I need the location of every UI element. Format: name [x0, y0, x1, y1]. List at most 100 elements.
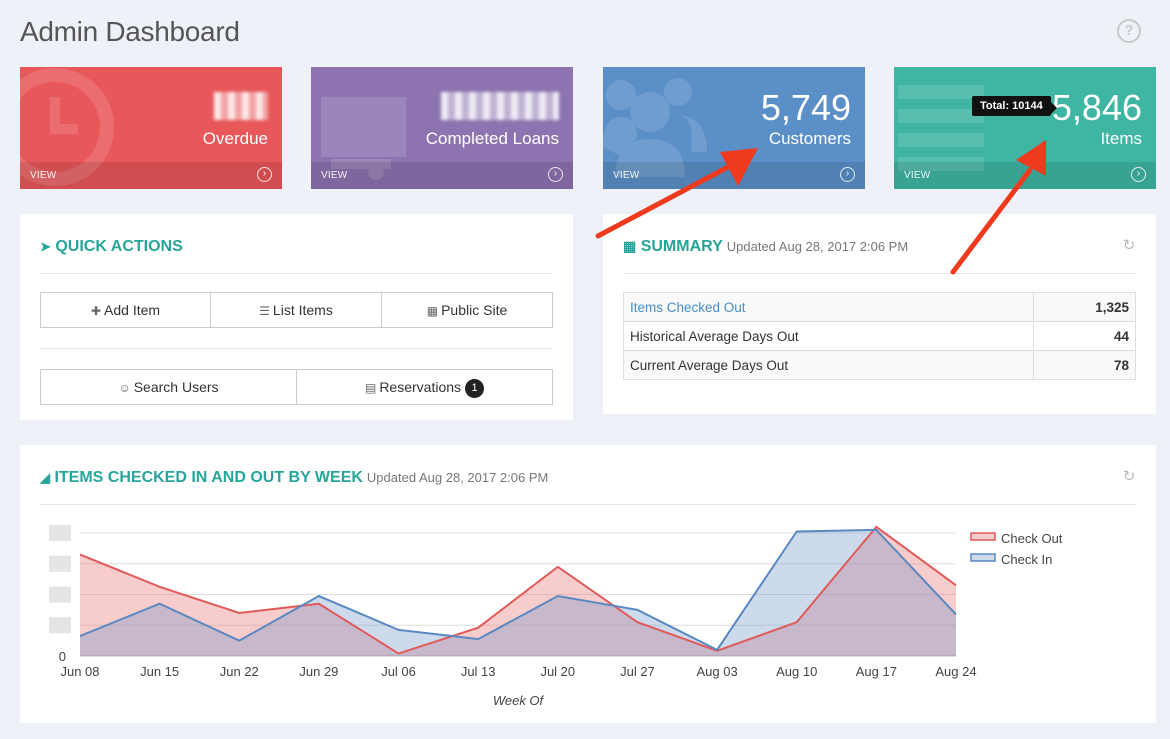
- clock-icon: [20, 68, 114, 186]
- legend-swatch: [970, 532, 996, 541]
- weekly-chart: 0 Jun 08 Jun 15 Jun 22 Jun 29 Jul 06 Jul 13 Ju…: [49, 525, 1063, 708]
- public-site-label: Public Site: [441, 302, 508, 318]
- x-axis-label: Week Of: [493, 693, 545, 708]
- arrow-right-circle-icon[interactable]: ›: [257, 167, 272, 182]
- y-tick-label-redacted: [49, 555, 71, 572]
- customers-card[interactable]: 5,749 Customers VIEW ›: [603, 67, 865, 189]
- chart-title: ◢ ITEMS CHECKED IN AND OUT BY WEEK Update…: [40, 469, 548, 487]
- items-card[interactable]: 5,846 Items VIEW ›: [894, 67, 1156, 189]
- overdue-footer[interactable]: VIEW ›: [20, 162, 282, 189]
- view-link[interactable]: VIEW: [613, 170, 640, 181]
- list-icon: ☰: [259, 304, 270, 318]
- table-row: Historical Average Days Out 44: [623, 321, 1136, 351]
- completed-loans-card[interactable]: Completed Loans VIEW ›: [311, 67, 573, 189]
- items-total-tooltip: Total: 10144: [972, 96, 1057, 116]
- plus-icon: ✚: [90, 304, 102, 318]
- chart-updated: Updated Aug 28, 2017 2:06 PM: [366, 470, 549, 485]
- divider: [40, 348, 553, 349]
- quick-actions-title-text: QUICK ACTIONS: [55, 238, 183, 255]
- divider: [40, 504, 1136, 505]
- refresh-icon[interactable]: ↻: [1122, 468, 1136, 485]
- summary-table: Items Checked Out 1,325 Historical Avera…: [623, 292, 1136, 380]
- desk-icon: [321, 97, 406, 180]
- search-users-label: Search Users: [133, 379, 219, 395]
- list-items-label: List Items: [272, 302, 333, 318]
- table-row: Items Checked Out 1,325: [623, 292, 1136, 322]
- area-chart-icon: ◢: [40, 470, 50, 485]
- x-tick-label: Aug 10: [776, 664, 817, 679]
- summary-value: 78: [1033, 350, 1136, 380]
- legend-label: Check Out: [1001, 531, 1063, 546]
- x-tick-label: Jun 15: [140, 664, 179, 679]
- overdue-value-redacted: [214, 87, 268, 129]
- summary-value: 44: [1033, 321, 1136, 351]
- y-tick-label-redacted: [49, 586, 71, 603]
- x-tick-label: Aug 24: [935, 664, 976, 679]
- loans-value-redacted: [441, 87, 559, 129]
- summary-updated: Updated Aug 28, 2017 2:06 PM: [726, 239, 909, 254]
- summary-label: Current Average Days Out: [623, 350, 1034, 380]
- rocket-icon: ➤: [40, 239, 51, 254]
- summary-title-text: SUMMARY: [640, 238, 723, 255]
- summary-panel: ▦ SUMMARY Updated Aug 28, 2017 2:06 PM ↻ …: [603, 214, 1156, 414]
- x-tick-label: Jul 06: [381, 664, 416, 679]
- view-link[interactable]: VIEW: [30, 170, 57, 181]
- reservations-badge: 1: [465, 379, 485, 398]
- summary-title: ▦ SUMMARY Updated Aug 28, 2017 2:06 PM: [623, 238, 908, 256]
- y-tick-label-redacted: [49, 617, 71, 634]
- grid-icon: ▦: [426, 304, 439, 318]
- arrow-right-circle-icon[interactable]: ›: [840, 167, 855, 182]
- loans-footer[interactable]: VIEW ›: [311, 162, 573, 189]
- x-tick-label: Aug 03: [696, 664, 737, 679]
- series-area: [80, 526, 956, 656]
- help-icon[interactable]: ?: [1117, 19, 1141, 43]
- summary-value: 1,325: [1033, 292, 1136, 322]
- customers-label: Customers: [768, 129, 851, 148]
- x-tick-label: Aug 17: [856, 664, 897, 679]
- calendar-icon: ▤: [364, 381, 377, 395]
- overdue-card[interactable]: Overdue VIEW ›: [20, 67, 282, 189]
- users-icon: ☺: [118, 381, 131, 395]
- search-users-button[interactable]: ☺ Search Users: [40, 369, 297, 405]
- quick-actions-title: ➤ QUICK ACTIONS: [40, 238, 183, 256]
- view-link[interactable]: VIEW: [904, 170, 931, 181]
- loans-label: Completed Loans: [425, 129, 559, 148]
- arrow-right-circle-icon[interactable]: ›: [548, 167, 563, 182]
- refresh-icon[interactable]: ↻: [1122, 237, 1136, 254]
- x-tick-label: Jul 20: [540, 664, 575, 679]
- items-footer[interactable]: VIEW ›: [894, 162, 1156, 189]
- quick-actions-panel: ➤ QUICK ACTIONS ✚ Add Item ☰ List Items ▦ P…: [20, 214, 573, 420]
- customers-value: 5,749: [760, 87, 851, 128]
- x-tick-label: Jun 22: [220, 664, 259, 679]
- series-line: [79, 528, 957, 652]
- add-item-label: Add Item: [104, 302, 161, 318]
- public-site-button[interactable]: ▦ Public Site: [381, 292, 553, 328]
- y-tick-label: 0: [59, 649, 66, 664]
- divider: [623, 273, 1136, 274]
- customers-footer[interactable]: VIEW ›: [603, 162, 865, 189]
- summary-label: Historical Average Days Out: [623, 321, 1034, 351]
- reservations-button[interactable]: ▤ Reservations 1: [296, 369, 553, 405]
- y-tick-label-redacted: [49, 525, 71, 541]
- x-tick-label: Jun 08: [60, 664, 99, 679]
- reservations-label: Reservations: [379, 379, 462, 395]
- divider: [40, 273, 553, 274]
- chart-title-text: ITEMS CHECKED IN AND OUT BY WEEK: [54, 469, 363, 486]
- calculator-icon: ▦: [623, 238, 637, 254]
- view-link[interactable]: VIEW: [321, 170, 348, 181]
- x-tick-label: Jul 13: [461, 664, 496, 679]
- summary-label[interactable]: Items Checked Out: [623, 292, 1034, 322]
- arrow-right-circle-icon[interactable]: ›: [1131, 167, 1146, 182]
- legend-swatch: [970, 553, 996, 562]
- list-items-button[interactable]: ☰ List Items: [210, 292, 382, 328]
- add-item-button[interactable]: ✚ Add Item: [40, 292, 211, 328]
- chart-panel: ◢ ITEMS CHECKED IN AND OUT BY WEEK Update…: [20, 445, 1156, 723]
- series-area: [80, 529, 956, 656]
- x-tick-label: Jul 27: [620, 664, 655, 679]
- list-icon: [898, 85, 984, 171]
- overdue-label: Overdue: [202, 129, 268, 148]
- x-tick-label: Jun 29: [299, 664, 338, 679]
- series-line: [79, 525, 957, 655]
- legend-label: Check In: [1001, 552, 1052, 567]
- page-title: Admin Dashboard: [20, 16, 240, 47]
